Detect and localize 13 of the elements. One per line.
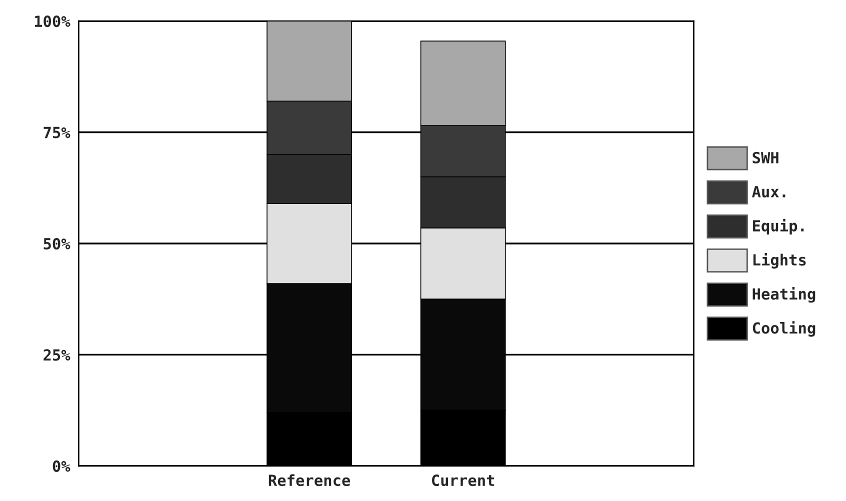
legend-label: Heating [752,287,816,303]
y-tick-label: 100% [34,16,70,28]
legend-label: Equip. [753,218,804,235]
x-tick-label: Current [432,474,494,486]
y-tick-label: 25% [44,349,70,361]
legend-label: Aux. [752,186,786,198]
legend-label: Cooling [752,321,816,337]
legend-label: SWH [752,152,778,164]
y-tick-label: 0% [52,460,70,472]
x-tick-label: Reference [268,474,350,486]
y-tick-label: 75% [44,126,70,138]
y-tick-label: 50% [44,238,70,250]
legend-label: Lights [753,252,806,269]
